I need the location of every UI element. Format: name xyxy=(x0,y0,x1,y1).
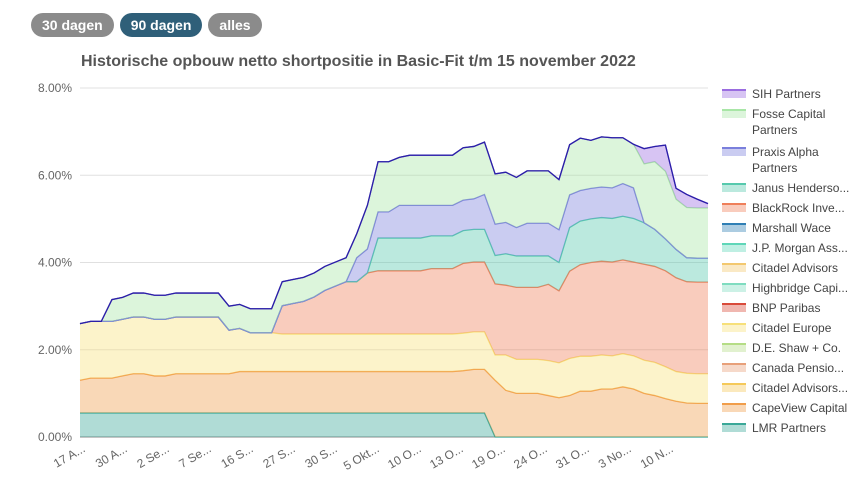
legend-swatch xyxy=(722,89,746,98)
y-tick-label: 6.00% xyxy=(38,168,72,182)
legend-swatch xyxy=(722,263,746,272)
legend-label: J.P. Morgan Ass... xyxy=(752,241,848,255)
legend-label: Marshall Wace xyxy=(752,221,831,235)
series-line xyxy=(80,412,708,438)
legend-item[interactable]: Citadel Advisors xyxy=(722,260,862,276)
legend-swatch xyxy=(722,223,746,232)
y-tick-label: 0.00% xyxy=(38,430,72,444)
legend-swatch xyxy=(722,363,746,372)
legend-item[interactable]: Canada Pensio... xyxy=(722,360,862,376)
legend-item[interactable]: Highbridge Capi... xyxy=(722,280,862,296)
legend-label: D.E. Shaw + Co. xyxy=(752,341,842,355)
legend-label: Janus Henderso... xyxy=(752,181,850,195)
y-axis: 0.00% 2.00% 4.00% 6.00% 8.00% xyxy=(38,81,72,444)
legend-swatch xyxy=(722,423,746,432)
area-citadel-europe[interactable] xyxy=(80,317,708,404)
legend-label: LMR Partners xyxy=(752,421,827,435)
x-axis: 17 A... 30 A... 2 Se... 7 Se... 16 S... 27 S.… xyxy=(51,441,675,472)
chart-title: Historische opbouw netto shortpositie in… xyxy=(81,53,636,70)
x-tick-label: 10 N... xyxy=(638,441,676,471)
legend-swatch xyxy=(722,243,746,252)
legend-label: Fosse Capital Partners xyxy=(752,107,826,137)
legend-label: SIH Partners xyxy=(752,87,821,101)
x-tick-label: 5 Okt... xyxy=(341,441,382,472)
x-tick-label: 3 No... xyxy=(596,441,634,471)
legend-label: BlackRock Inve... xyxy=(752,201,845,215)
legend-item[interactable]: Fosse Capital Partners xyxy=(722,106,862,138)
legend-item[interactable]: LMR Partners xyxy=(722,420,862,436)
x-tick-label: 7 Se... xyxy=(176,441,213,470)
series-line xyxy=(79,182,708,334)
legend-label: Praxis Alpha Partners xyxy=(752,145,819,175)
x-tick-label: 13 O... xyxy=(427,441,465,471)
x-tick-label: 27 S... xyxy=(260,441,297,470)
x-tick-label: 30 A... xyxy=(93,441,129,470)
x-tick-label: 2 Se... xyxy=(134,441,171,470)
x-tick-label: 19 O... xyxy=(469,441,507,471)
legend-swatch xyxy=(722,323,746,332)
legend-label: Citadel Advisors xyxy=(752,261,839,275)
legend-label: Citadel Advisors... xyxy=(752,381,849,395)
x-tick-label: 17 A... xyxy=(51,441,87,470)
x-tick-label: 30 S... xyxy=(302,441,339,470)
x-tick-label: 16 S... xyxy=(218,441,255,470)
area-lmr-partners[interactable] xyxy=(80,413,708,437)
legend-item[interactable]: Citadel Europe xyxy=(722,320,862,336)
legend-label: CapeView Capital xyxy=(752,401,848,415)
range-90-days-button[interactable]: 90 dagen xyxy=(119,13,203,37)
x-tick-label: 31 O... xyxy=(553,441,591,471)
area-praxis-alpha-partners[interactable] xyxy=(80,183,708,333)
area-janus-henderso[interactable] xyxy=(80,216,708,333)
legend-item[interactable]: BNP Paribas xyxy=(722,300,862,316)
area-blackrock-inve[interactable] xyxy=(80,259,708,374)
legend-item[interactable]: Marshall Wace xyxy=(722,220,862,236)
area-sih-partners[interactable] xyxy=(80,136,708,324)
legend-item[interactable]: Janus Henderso... xyxy=(722,180,862,196)
area-capeview-capital[interactable] xyxy=(80,369,708,437)
range-30-days-button[interactable]: 30 dagen xyxy=(31,13,114,37)
range-selector: 30 dagen 90 dagen alles xyxy=(31,13,262,37)
legend-label: Highbridge Capi... xyxy=(752,281,849,295)
y-tick-label: 2.00% xyxy=(38,343,72,357)
legend-swatch xyxy=(722,343,746,352)
legend-item[interactable]: CapeView Capital xyxy=(722,400,862,416)
legend-item[interactable]: Citadel Advisors... xyxy=(722,380,862,396)
legend-swatch xyxy=(722,203,746,212)
legend-item[interactable]: BlackRock Inve... xyxy=(722,200,862,216)
legend-swatch xyxy=(722,303,746,312)
legend-swatch xyxy=(722,147,746,156)
legend-swatch xyxy=(722,383,746,392)
range-all-button[interactable]: alles xyxy=(208,13,262,37)
legend-item[interactable]: Praxis Alpha Partners xyxy=(722,144,862,176)
x-tick-label: 24 O... xyxy=(511,441,549,471)
legend-swatch xyxy=(722,403,746,412)
area-fosse-capital-partners[interactable] xyxy=(80,136,708,333)
legend-label: BNP Paribas xyxy=(752,301,821,315)
x-tick-label: 10 O... xyxy=(385,441,423,471)
total-line xyxy=(79,136,709,325)
legend-item[interactable]: SIH Partners xyxy=(722,86,862,102)
legend-swatch xyxy=(722,283,746,292)
series-line xyxy=(79,368,708,405)
legend-item[interactable]: J.P. Morgan Ass... xyxy=(722,240,862,256)
legend-swatch xyxy=(722,109,746,118)
chart-areas xyxy=(79,136,709,438)
legend-label: Citadel Europe xyxy=(752,321,832,335)
y-tick-label: 4.00% xyxy=(38,256,72,270)
legend-label: Canada Pensio... xyxy=(752,361,845,375)
y-tick-label: 8.00% xyxy=(38,81,72,95)
legend-item[interactable]: D.E. Shaw + Co. xyxy=(722,340,862,356)
legend-swatch xyxy=(722,183,746,192)
